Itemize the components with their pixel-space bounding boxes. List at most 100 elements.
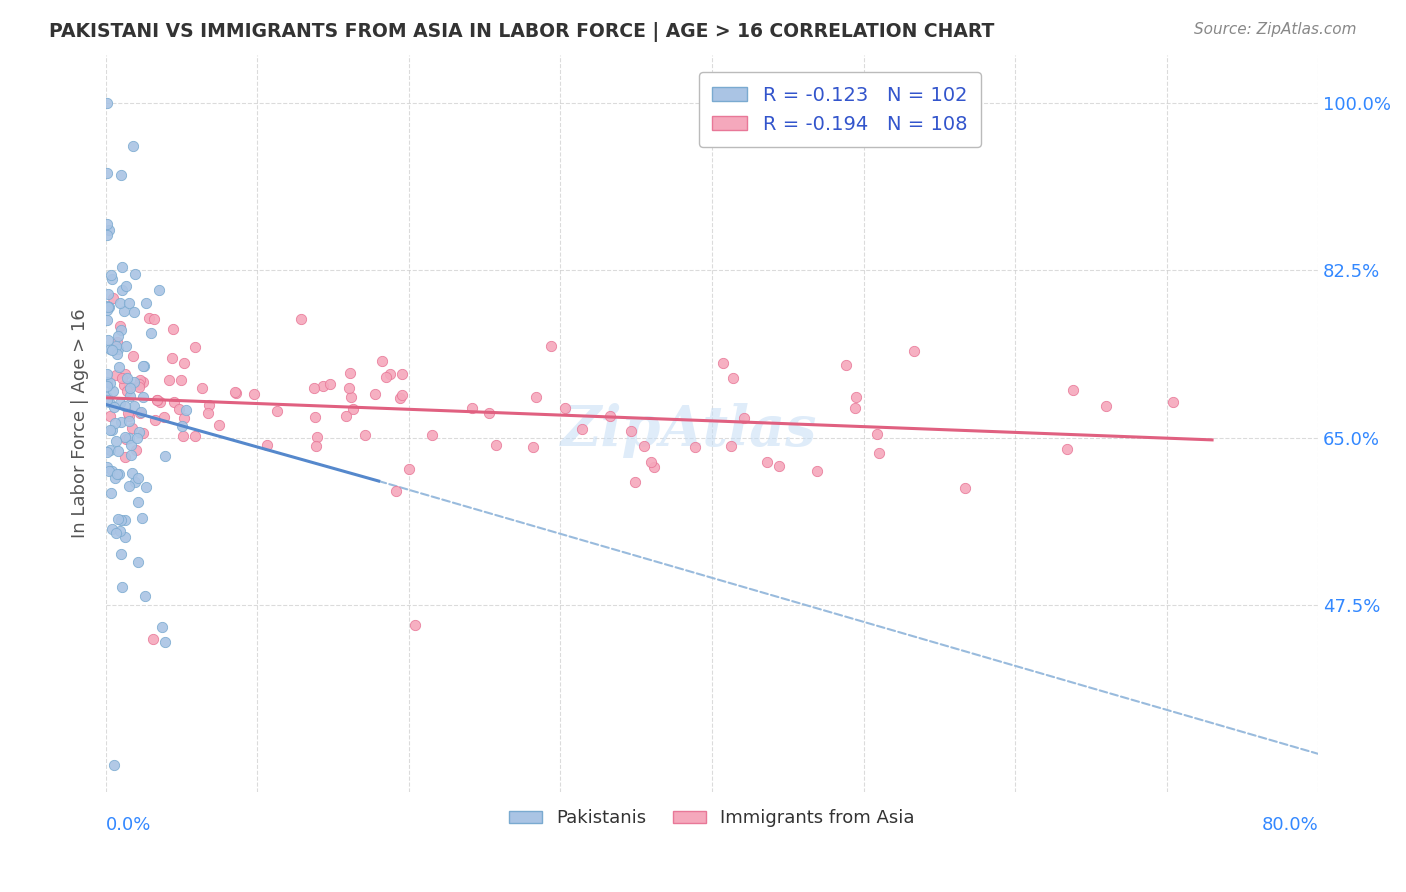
Point	[1056, 442, 1078, 456]
Point	[96, 299, 118, 313]
Point	[304, 381, 326, 395]
Point	[96, 302, 118, 317]
Point	[173, 410, 195, 425]
Point	[114, 450, 136, 465]
Point	[318, 376, 340, 391]
Point	[108, 359, 131, 374]
Point	[105, 347, 128, 361]
Point	[335, 409, 357, 423]
Point	[114, 377, 136, 392]
Point	[118, 413, 141, 427]
Point	[388, 392, 411, 406]
Point	[1094, 400, 1116, 414]
Legend: Pakistanis, Immigrants from Asia: Pakistanis, Immigrants from Asia	[502, 802, 922, 835]
Point	[128, 377, 150, 392]
Point	[197, 406, 219, 420]
Point	[337, 381, 360, 395]
Point	[312, 379, 335, 393]
Point	[104, 417, 127, 431]
Point	[148, 283, 170, 297]
Point	[162, 322, 184, 336]
Point	[131, 510, 153, 524]
Point	[98, 443, 121, 458]
Point	[97, 334, 120, 348]
Point	[107, 444, 129, 458]
Text: PAKISTANI VS IMMIGRANTS FROM ASIA IN LABOR FORCE | AGE > 16 CORRELATION CHART: PAKISTANI VS IMMIGRANTS FROM ASIA IN LAB…	[49, 22, 994, 42]
Point	[150, 620, 173, 634]
Point	[100, 485, 122, 500]
Point	[117, 479, 139, 493]
Point	[110, 296, 132, 310]
Point	[110, 415, 132, 429]
Point	[118, 296, 141, 310]
Point	[96, 95, 118, 110]
Point	[903, 343, 925, 358]
Point	[128, 406, 150, 420]
Point	[173, 356, 195, 370]
Point	[142, 632, 165, 646]
Point	[98, 409, 121, 423]
Point	[122, 376, 145, 390]
Text: 80.0%: 80.0%	[1261, 816, 1319, 834]
Point	[305, 430, 328, 444]
Point	[1062, 383, 1084, 397]
Point	[198, 398, 221, 412]
Point	[132, 359, 155, 373]
Point	[176, 403, 198, 417]
Point	[522, 440, 544, 454]
Point	[834, 358, 856, 372]
Point	[364, 386, 387, 401]
Point	[128, 425, 150, 440]
Point	[554, 401, 576, 416]
Point	[97, 287, 120, 301]
Point	[114, 399, 136, 413]
Point	[1161, 395, 1184, 409]
Point	[391, 387, 413, 401]
Point	[105, 434, 128, 448]
Point	[100, 268, 122, 282]
Point	[733, 410, 755, 425]
Point	[120, 448, 142, 462]
Point	[101, 384, 124, 398]
Point	[98, 464, 121, 478]
Point	[107, 512, 129, 526]
Point	[756, 455, 779, 469]
Point	[96, 313, 118, 327]
Point	[339, 367, 361, 381]
Point	[107, 328, 129, 343]
Point	[374, 369, 396, 384]
Point	[845, 390, 868, 404]
Point	[108, 319, 131, 334]
Point	[224, 384, 246, 399]
Point	[98, 423, 121, 437]
Point	[524, 390, 547, 404]
Point	[146, 393, 169, 408]
Point	[128, 374, 150, 388]
Point	[149, 395, 172, 409]
Point	[485, 437, 508, 451]
Point	[127, 431, 149, 445]
Point	[305, 439, 328, 453]
Point	[122, 139, 145, 153]
Point	[135, 295, 157, 310]
Point	[167, 401, 190, 416]
Point	[110, 524, 132, 538]
Point	[117, 405, 139, 419]
Point	[633, 439, 655, 453]
Point	[115, 339, 138, 353]
Point	[97, 300, 120, 314]
Point	[122, 400, 145, 414]
Point	[398, 461, 420, 475]
Point	[96, 367, 118, 381]
Point	[153, 635, 176, 649]
Point	[131, 405, 153, 419]
Point	[170, 373, 193, 387]
Point	[643, 460, 665, 475]
Point	[118, 431, 141, 445]
Point	[111, 370, 134, 384]
Point	[868, 446, 890, 460]
Point	[145, 392, 167, 407]
Point	[132, 425, 155, 440]
Point	[256, 438, 278, 452]
Point	[127, 495, 149, 509]
